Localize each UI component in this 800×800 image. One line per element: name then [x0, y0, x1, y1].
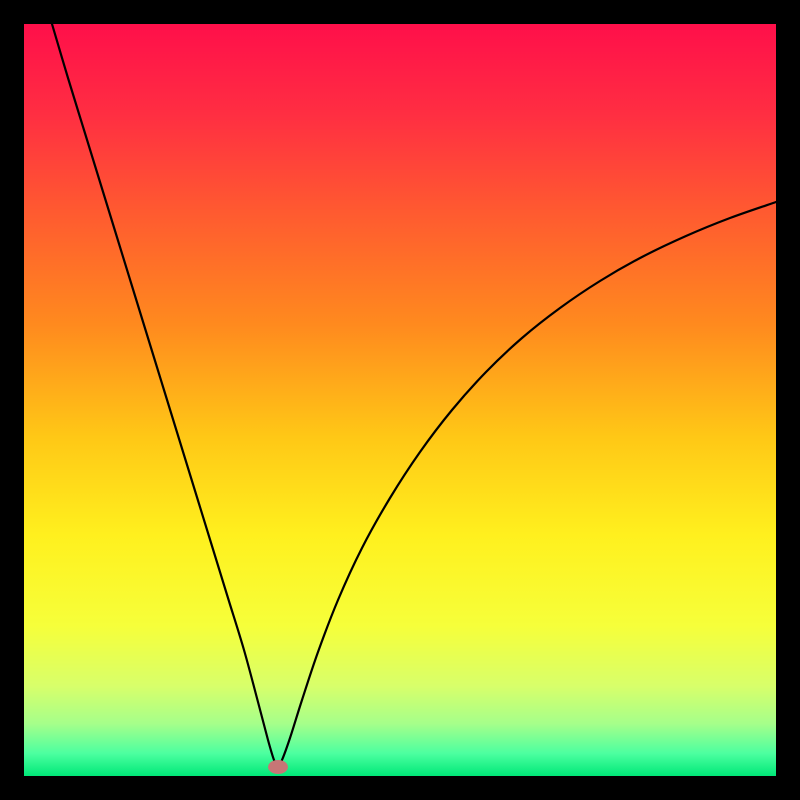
- chart-svg: [0, 0, 800, 800]
- watermark-text: TheBottleneck.com: [591, 2, 794, 28]
- trough-marker: [268, 760, 288, 774]
- plot-background: [24, 24, 776, 776]
- chart-frame: TheBottleneck.com: [0, 0, 800, 800]
